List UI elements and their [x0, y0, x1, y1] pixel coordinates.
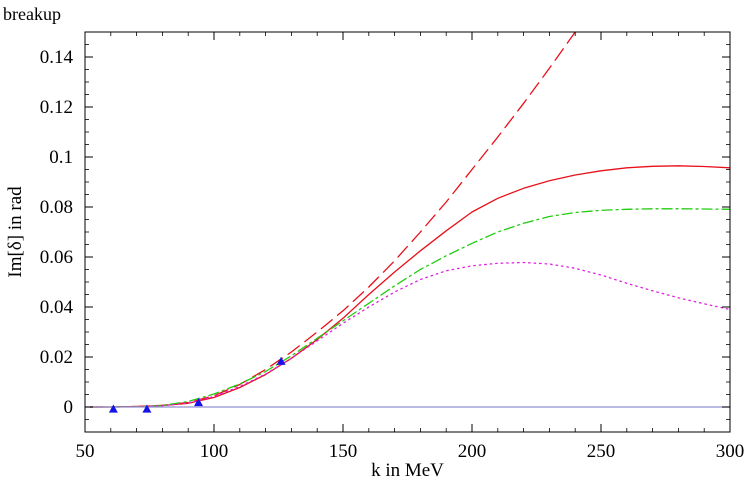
series-line-3: [89, 261, 730, 408]
x-tick-label-2: 150: [329, 441, 358, 462]
series-line-1: [89, 165, 730, 408]
x-tick-label-5: 300: [716, 441, 745, 462]
x-tick-label-0: 50: [76, 441, 95, 462]
y-tick-label-5: 0.1: [49, 147, 73, 168]
y-tick-label-1: 0.02: [40, 347, 73, 368]
y-tick-label-4: 0.08: [40, 197, 73, 218]
chart-title: breakup: [3, 4, 61, 24]
x-tick-label-3: 200: [458, 441, 487, 462]
axis-layer: 50 100 150 200 250 300 0 0.02 0.04 0.06 0.08 0.1 0.1…: [40, 31, 745, 462]
y-tick-label-2: 0.04: [40, 297, 74, 318]
data-point-0: [108, 404, 118, 413]
series-line-0: [89, 32, 576, 408]
plot-frame: [84, 31, 731, 433]
y-tick-label-0: 0: [64, 397, 74, 418]
y-tick-label-6: 0.12: [40, 97, 73, 118]
x-tick-label-1: 100: [200, 441, 229, 462]
series-layer: [85, 32, 730, 408]
y-axis-title: Im[δ] in rad: [5, 186, 26, 278]
data-point-1: [142, 404, 152, 413]
data-point-2: [194, 398, 204, 407]
marker-layer: [108, 356, 286, 413]
data-point-3: [276, 356, 286, 365]
series-line-2: [89, 208, 730, 408]
x-tick-label-4: 250: [587, 441, 616, 462]
y-tick-label-3: 0.06: [40, 247, 73, 268]
x-axis-title: k in MeV: [371, 460, 444, 481]
y-tick-label-7: 0.14: [40, 47, 74, 68]
